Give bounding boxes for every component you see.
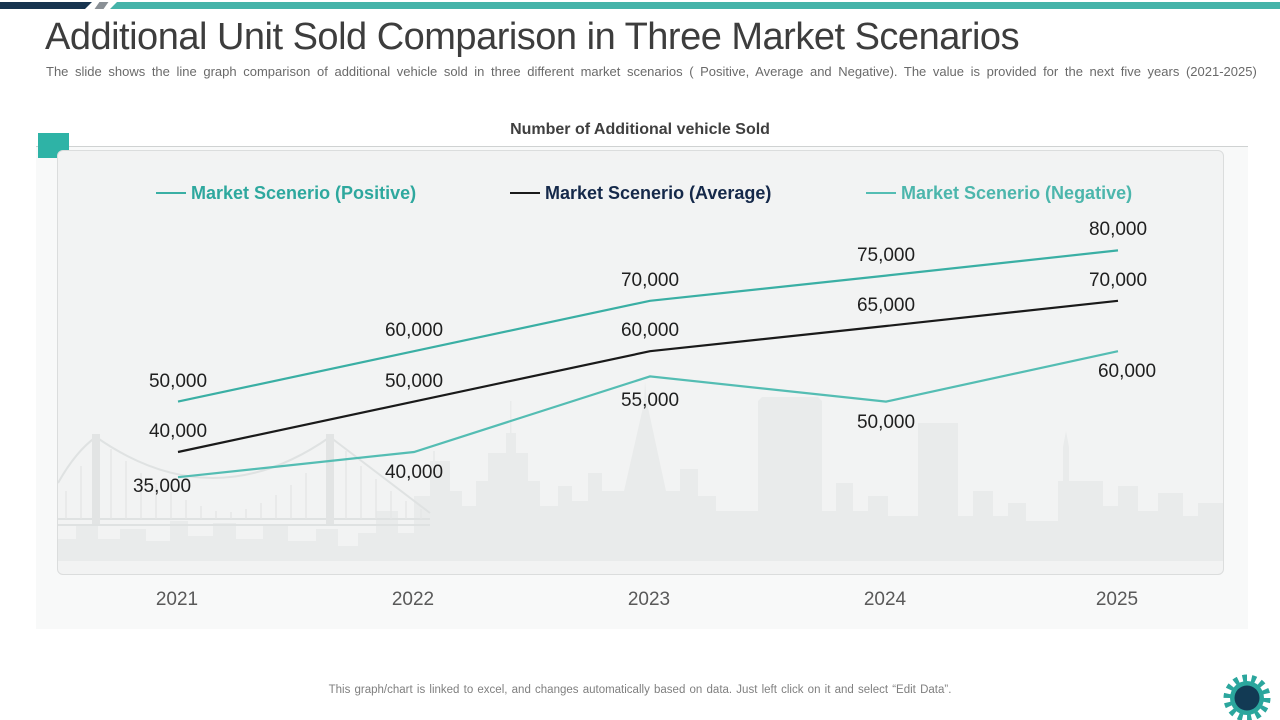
- data-label: 35,000: [132, 476, 192, 498]
- legend-line-swatch: [866, 191, 896, 195]
- footer-note: This graph/chart is linked to excel, and…: [328, 684, 952, 696]
- data-label: 60,000: [384, 320, 444, 342]
- gear-icon: [1223, 674, 1271, 720]
- city-skyline-silhouette: [58, 381, 1223, 561]
- data-label: 40,000: [384, 461, 444, 483]
- page-subtitle: The slide shows the line graph compariso…: [46, 64, 1257, 79]
- legend-item-0: Market Scenerio (Positive): [156, 182, 416, 204]
- data-label: 40,000: [148, 420, 208, 442]
- chart-title: Number of Additional vehicle Sold: [510, 121, 770, 138]
- topbar-slash-accent: [94, 2, 109, 9]
- data-label: 50,000: [148, 370, 208, 392]
- data-label: 65,000: [856, 294, 916, 316]
- data-label: 70,000: [620, 269, 680, 291]
- x-axis-label: 2024: [863, 589, 907, 610]
- data-label: 70,000: [1088, 269, 1148, 291]
- topbar-navy-segment: [0, 2, 92, 9]
- chart-canvas: [58, 249, 1223, 561]
- bridge-silhouette: [58, 436, 431, 526]
- legend-label: Market Scenerio (Negative): [901, 182, 1133, 203]
- legend-item-1: Market Scenerio (Average): [510, 182, 771, 204]
- x-axis-label: 2023: [627, 589, 671, 610]
- series-line-0: [177, 249, 1119, 403]
- legend-item-2: Market Scenerio (Negative): [866, 182, 1132, 204]
- topbar-teal-segment: [110, 2, 1280, 9]
- page-title: Additional Unit Sold Comparison in Three…: [45, 16, 1020, 58]
- data-label: 80,000: [1088, 219, 1148, 241]
- data-label: 60,000: [1097, 361, 1157, 383]
- series-line-1: [177, 299, 1119, 454]
- legend-label: Market Scenerio (Positive): [191, 182, 417, 203]
- data-label: 50,000: [856, 411, 916, 433]
- legend-line-swatch: [156, 191, 186, 195]
- series-line-2: [177, 350, 1119, 479]
- data-label: 60,000: [620, 320, 680, 342]
- data-label: 55,000: [620, 390, 680, 412]
- legend-line-swatch: [510, 191, 540, 195]
- legend-label: Market Scenerio (Average): [545, 182, 772, 203]
- x-axis-label: 2021: [155, 589, 199, 610]
- x-axis-label: 2025: [1095, 589, 1139, 610]
- x-axis-label: 2022: [391, 589, 435, 610]
- data-label: 75,000: [856, 244, 916, 266]
- data-label: 50,000: [384, 370, 444, 392]
- line-chart[interactable]: Market Scenerio (Positive) Market Sceneri…: [57, 150, 1224, 575]
